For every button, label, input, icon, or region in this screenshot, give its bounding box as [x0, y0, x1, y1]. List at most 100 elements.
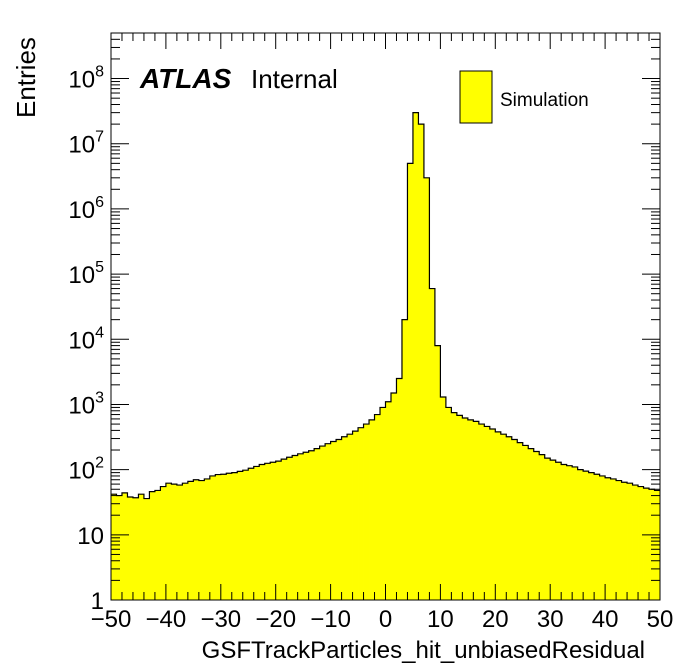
- histogram-bar: [165, 483, 172, 600]
- histogram-bar: [336, 439, 342, 600]
- histogram-bar: [577, 469, 584, 600]
- experiment-label: ATLAS: [139, 63, 232, 94]
- legend-entry-simulation: Simulation: [500, 90, 589, 111]
- histogram-bar: [643, 488, 650, 600]
- histogram-bar: [127, 497, 134, 600]
- x-tick-label: −20: [255, 606, 296, 633]
- histogram-bar: [347, 434, 353, 600]
- histogram-bar: [193, 479, 200, 600]
- histogram-bar: [303, 452, 310, 600]
- histogram-bar: [352, 431, 359, 600]
- histogram-bar: [314, 448, 321, 600]
- histogram-bar: [138, 494, 145, 600]
- histogram-bar: [121, 492, 128, 600]
- histogram-bar: [528, 448, 535, 600]
- histogram-bar: [511, 439, 518, 600]
- x-tick-label: 10: [427, 606, 454, 633]
- histogram-bar: [231, 472, 238, 600]
- histogram-bar: [610, 478, 617, 600]
- y-tick-label: 1: [91, 588, 104, 615]
- histogram-bar: [412, 112, 419, 600]
- histogram-bar: [484, 426, 491, 600]
- x-tick-label: 0: [379, 606, 392, 633]
- histogram-bar: [495, 431, 502, 600]
- histogram-bar: [281, 459, 288, 600]
- histogram-bar: [599, 475, 606, 600]
- histogram-bar: [407, 163, 414, 600]
- x-tick-label: −40: [146, 606, 187, 633]
- histogram-bar: [319, 446, 326, 600]
- histogram-bar: [621, 482, 628, 600]
- histogram-bar: [297, 453, 304, 600]
- histogram-bar: [533, 451, 540, 600]
- histogram-bar: [390, 392, 397, 600]
- x-tick-label: −50: [91, 606, 132, 633]
- histogram-bar: [242, 470, 249, 600]
- histogram-bar: [226, 473, 233, 600]
- histogram-bar: [215, 474, 222, 600]
- y-tick-label: 106: [68, 194, 104, 224]
- histogram-bar: [237, 471, 244, 600]
- histogram-bar: [149, 491, 156, 600]
- histogram-bar: [539, 454, 546, 600]
- legend-swatch: [459, 70, 493, 124]
- histogram-bar: [209, 475, 216, 600]
- y-tick-label: 10: [77, 523, 104, 550]
- histogram-bar: [583, 471, 590, 600]
- histogram-bar: [561, 464, 568, 600]
- histogram-bar: [544, 458, 551, 600]
- plot-area: −50 −40 −30 −20 −10 0 10 20 30 40 50 1 10 102 103 104 10…: [68, 32, 674, 633]
- status-label: Internal: [251, 64, 338, 94]
- histogram-bar: [143, 498, 150, 600]
- x-tick-label: 20: [482, 606, 509, 633]
- y-tick-label: 107: [68, 129, 104, 159]
- histogram-bar: [198, 480, 205, 600]
- histogram-bar: [588, 472, 595, 600]
- histogram-bar: [440, 397, 447, 600]
- histogram-bar: [489, 429, 496, 600]
- histogram-bar: [605, 477, 611, 600]
- x-tick-label: 50: [647, 606, 674, 633]
- histogram-bar: [308, 450, 315, 600]
- histogram-bar: [500, 434, 507, 600]
- histogram-bar: [154, 490, 161, 600]
- histogram-bar: [275, 461, 282, 600]
- histogram-bar: [418, 124, 425, 600]
- y-tick-label: 103: [68, 389, 104, 419]
- x-tick-label: 30: [537, 606, 564, 633]
- histogram-bar: [632, 485, 639, 600]
- histogram-bar: [456, 415, 463, 600]
- histogram-bar: [363, 424, 370, 600]
- histogram-bar: [473, 421, 480, 600]
- chart-text: ATLAS Internal Simulation GSFTrackPartic…: [11, 37, 645, 664]
- histogram-bar: [517, 442, 524, 600]
- histogram-bar: [478, 424, 485, 600]
- histogram-bar: [572, 466, 579, 600]
- histogram-bar: [506, 436, 513, 600]
- histogram-bar: [445, 407, 452, 600]
- histogram-bar: [467, 419, 474, 600]
- histogram-bar: [423, 177, 430, 601]
- histogram-bar: [451, 412, 458, 600]
- x-tick-label: −10: [310, 606, 351, 633]
- histogram-bar: [627, 483, 633, 600]
- x-tick-label: −30: [200, 606, 241, 633]
- histogram-bar: [286, 457, 293, 600]
- y-axis-label: Entries: [11, 37, 41, 118]
- histogram-bar: [132, 497, 139, 600]
- histogram-bar: [385, 401, 392, 600]
- histogram-bar: [248, 468, 255, 600]
- histogram-bar: [116, 495, 123, 600]
- histogram-bar: [369, 419, 375, 600]
- histogram-bar: [220, 474, 227, 600]
- histogram-bar: [358, 427, 364, 600]
- histogram-bar: [374, 414, 381, 600]
- histogram-bar: [171, 484, 178, 600]
- histogram-bar: [396, 378, 403, 600]
- histogram-bar: [176, 485, 183, 600]
- histogram-bar: [182, 483, 189, 600]
- y-tick-label: 104: [68, 324, 104, 354]
- histogram-bar: [111, 494, 117, 600]
- x-axis-label: GSFTrackParticles_hit_unbiasedResidual: [202, 637, 645, 664]
- histogram-bar: [253, 466, 260, 600]
